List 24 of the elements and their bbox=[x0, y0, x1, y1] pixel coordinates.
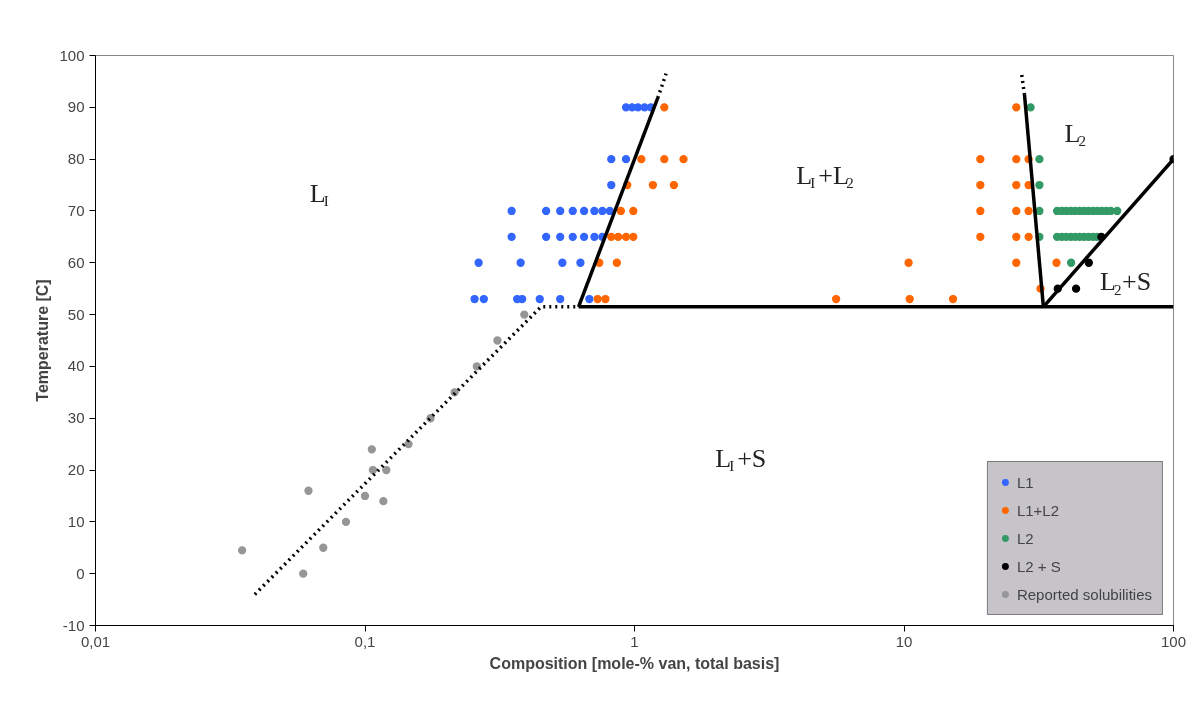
x-tick-label: 0,1 bbox=[354, 632, 376, 650]
y-tick-label: 30 bbox=[67, 409, 85, 427]
y-tick-label: 100 bbox=[59, 46, 85, 64]
x-axis-title: Composition [mole-% van, total basis] bbox=[489, 654, 780, 672]
y-tick-label: 40 bbox=[67, 357, 85, 375]
y-tick-label: 70 bbox=[67, 201, 85, 219]
x-tick-label: 10 bbox=[895, 632, 913, 650]
y-axis-title: Temperature [C] bbox=[34, 279, 52, 402]
legend-label: L2 + S bbox=[1016, 557, 1061, 575]
x-tick-label: 100 bbox=[1160, 632, 1187, 650]
y-tick-label: 60 bbox=[67, 253, 85, 271]
y-tick-label: 0 bbox=[76, 564, 85, 582]
y-tick-label: 80 bbox=[67, 150, 85, 168]
y-tick-label: 50 bbox=[67, 305, 85, 323]
legend-label: L1 bbox=[1016, 473, 1035, 491]
legend-label: L2 bbox=[1016, 529, 1035, 547]
y-tick-label: -10 bbox=[62, 616, 85, 634]
legend-label: L1+L2 bbox=[1016, 501, 1060, 519]
legend-label: Reported solubilities bbox=[1016, 585, 1152, 603]
y-tick-label: 20 bbox=[67, 461, 85, 479]
x-tick-label: 1 bbox=[630, 632, 639, 650]
y-tick-label: 10 bbox=[67, 512, 85, 530]
x-tick-label: 0,01 bbox=[80, 632, 111, 650]
y-tick-label: 90 bbox=[67, 98, 85, 116]
